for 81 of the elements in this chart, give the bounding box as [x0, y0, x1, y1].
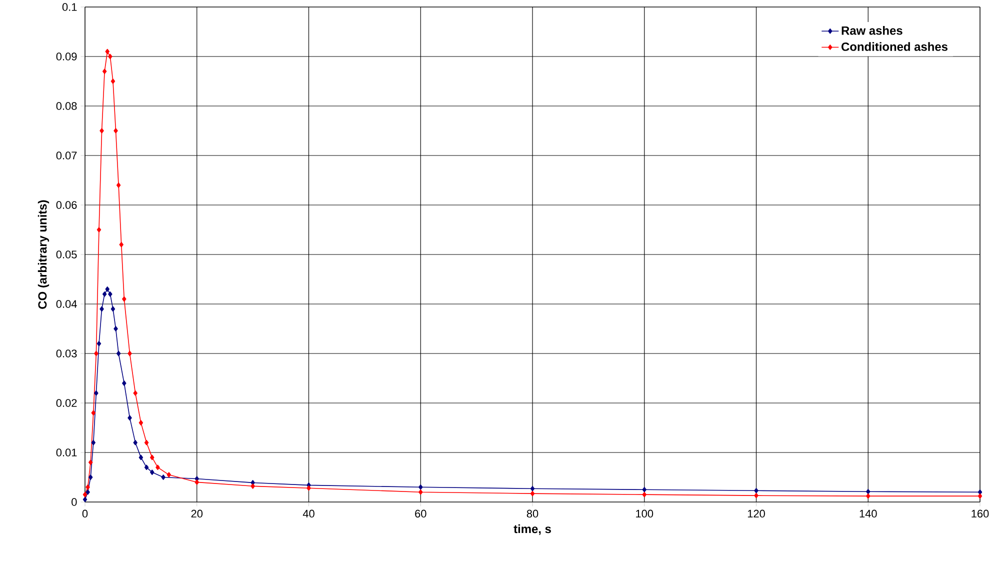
point: [306, 485, 311, 491]
x-tick-label: 20: [191, 510, 203, 518]
point: [91, 440, 96, 446]
y-tick-label: 0.04: [56, 300, 77, 308]
point: [144, 440, 149, 446]
point: [530, 486, 535, 492]
point: [418, 489, 423, 495]
y-axis-title: CO (arbitrary units): [38, 200, 50, 309]
point: [88, 474, 93, 480]
point: [866, 488, 870, 494]
point: [82, 492, 88, 498]
x-axis-title: time, s: [514, 524, 551, 535]
point: [754, 492, 758, 498]
point: [128, 350, 132, 356]
point: [150, 470, 154, 475]
point: [96, 227, 102, 232]
point: [978, 493, 982, 499]
x-tick-label: 160: [972, 510, 989, 518]
point: [86, 484, 90, 490]
point: [102, 68, 107, 74]
point: [530, 490, 535, 496]
point: [133, 440, 138, 446]
y-tick-label: 0.07: [56, 152, 77, 160]
x-tick-label: 120: [748, 510, 765, 518]
y-tick-label: 0.1: [62, 3, 77, 11]
point: [418, 484, 423, 490]
point: [91, 410, 96, 416]
y-tick-label: 0.09: [56, 52, 77, 60]
x-tick-label: 40: [302, 510, 314, 518]
x-tick-label: 80: [526, 510, 538, 518]
legend-label: Raw ashes: [842, 26, 902, 35]
point: [133, 390, 138, 396]
y-tick-label: 0.05: [56, 250, 77, 258]
point: [128, 415, 132, 421]
point: [86, 489, 90, 495]
point: [94, 350, 98, 356]
point: [105, 48, 110, 54]
x-tick-label: 140: [860, 510, 877, 518]
point: [138, 420, 144, 426]
point: [114, 326, 118, 332]
legend-label: Conditioned ashes: [842, 42, 948, 51]
point: [138, 454, 144, 460]
point: [642, 492, 646, 498]
y-tick-label: 0: [72, 498, 77, 506]
point: [110, 306, 116, 312]
point: [88, 460, 93, 466]
point: [102, 291, 107, 297]
point: [122, 380, 126, 386]
x-tick-label: 0: [82, 510, 88, 518]
y-tick-label: 0.08: [56, 102, 77, 110]
point: [866, 493, 870, 499]
point: [754, 488, 758, 494]
point: [116, 182, 121, 188]
point: [194, 480, 199, 485]
point: [122, 296, 126, 302]
point: [96, 340, 102, 346]
x-tick-label: 60: [415, 510, 426, 518]
point: [108, 291, 112, 297]
point: [150, 454, 154, 460]
point: [94, 390, 98, 396]
point: [110, 78, 116, 84]
point: [100, 306, 104, 312]
point: [116, 350, 121, 356]
point: [642, 486, 646, 492]
point: [166, 472, 172, 478]
point: [119, 242, 124, 248]
point: [156, 464, 160, 470]
y-tick-label: 0.03: [56, 350, 77, 358]
x-tick-label: 100: [636, 510, 654, 518]
y-tick-label: 0.06: [56, 201, 77, 209]
point: [114, 128, 118, 134]
point: [100, 128, 104, 134]
point: [161, 474, 166, 480]
point: [978, 489, 982, 495]
point: [105, 286, 110, 292]
y-tick-label: 0.01: [56, 448, 77, 456]
point: [108, 54, 112, 60]
y-tick-label: 0.02: [56, 399, 77, 407]
point: [250, 483, 255, 489]
point: [82, 496, 88, 502]
point: [144, 464, 149, 470]
